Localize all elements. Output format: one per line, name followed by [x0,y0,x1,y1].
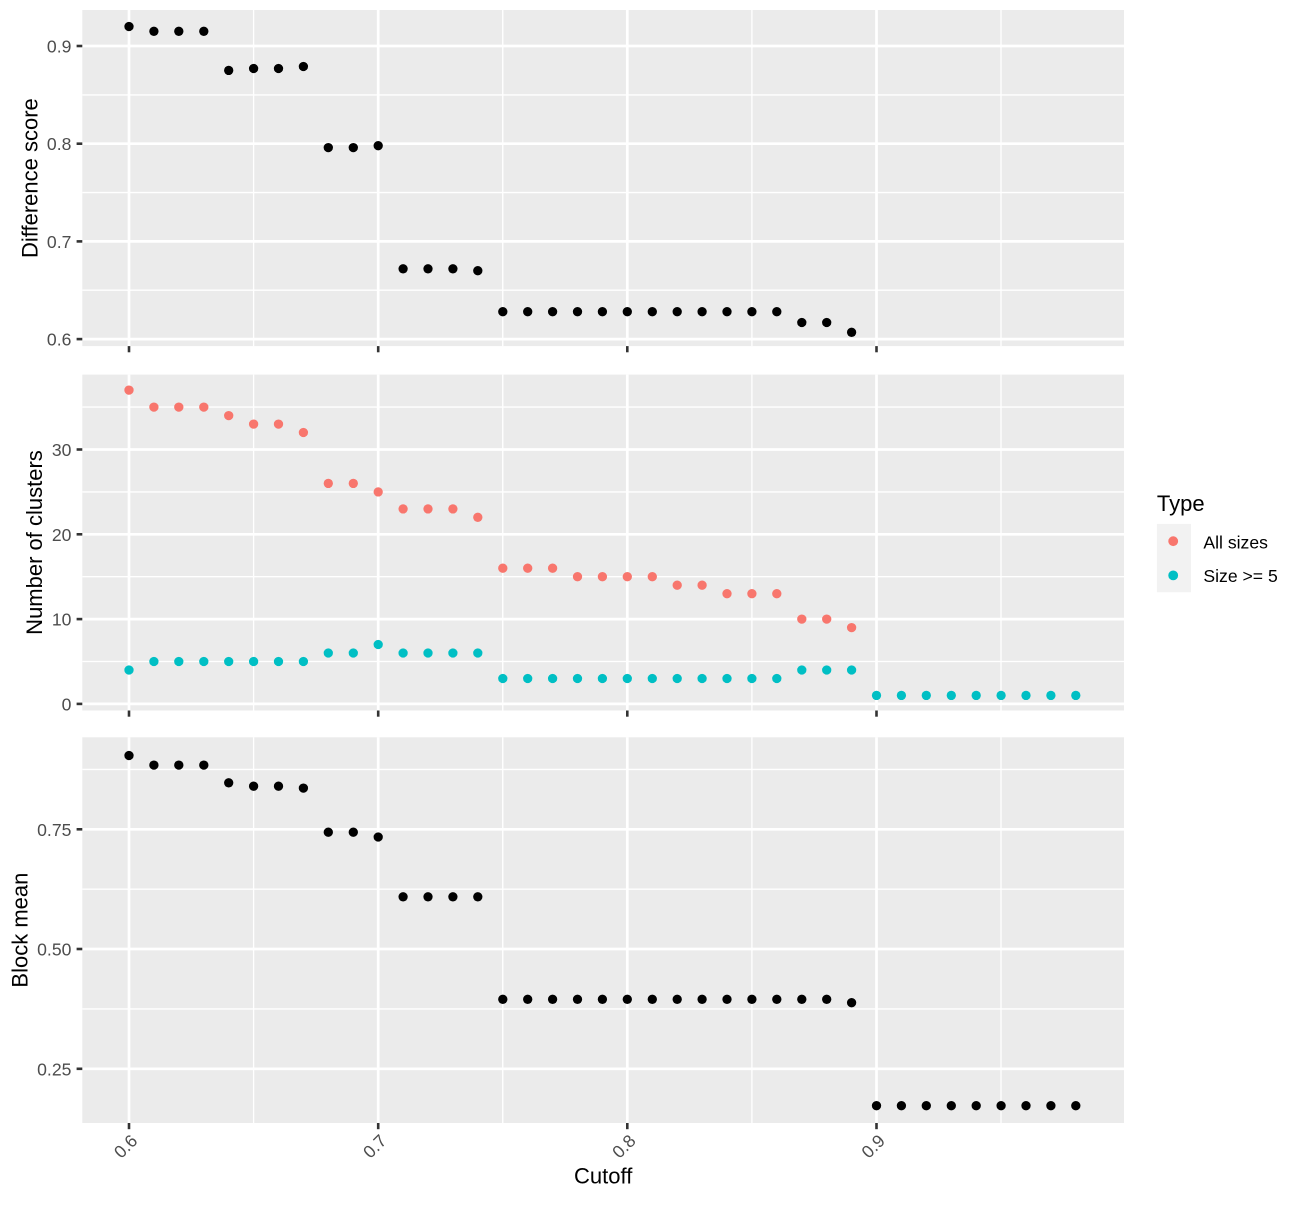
svg-text:0.8: 0.8 [47,134,72,154]
svg-text:0.75: 0.75 [37,820,71,840]
svg-text:0.9: 0.9 [47,37,71,57]
svg-text:Size >= 5: Size >= 5 [1203,566,1278,586]
svg-text:0.6: 0.6 [47,330,72,350]
svg-text:Difference score: Difference score [17,98,42,258]
svg-text:0.25: 0.25 [37,1059,71,1079]
svg-text:0: 0 [62,694,72,714]
svg-text:0.7: 0.7 [47,232,71,252]
svg-text:0.50: 0.50 [37,940,71,960]
svg-text:Cutoff: Cutoff [574,1164,633,1189]
svg-text:Type: Type [1157,491,1205,516]
svg-text:Number of clusters: Number of clusters [22,450,47,635]
svg-text:20: 20 [52,525,72,545]
svg-text:30: 30 [52,440,72,460]
svg-text:All sizes: All sizes [1203,532,1268,552]
svg-text:10: 10 [52,610,72,630]
svg-text:Block mean: Block mean [7,873,32,988]
